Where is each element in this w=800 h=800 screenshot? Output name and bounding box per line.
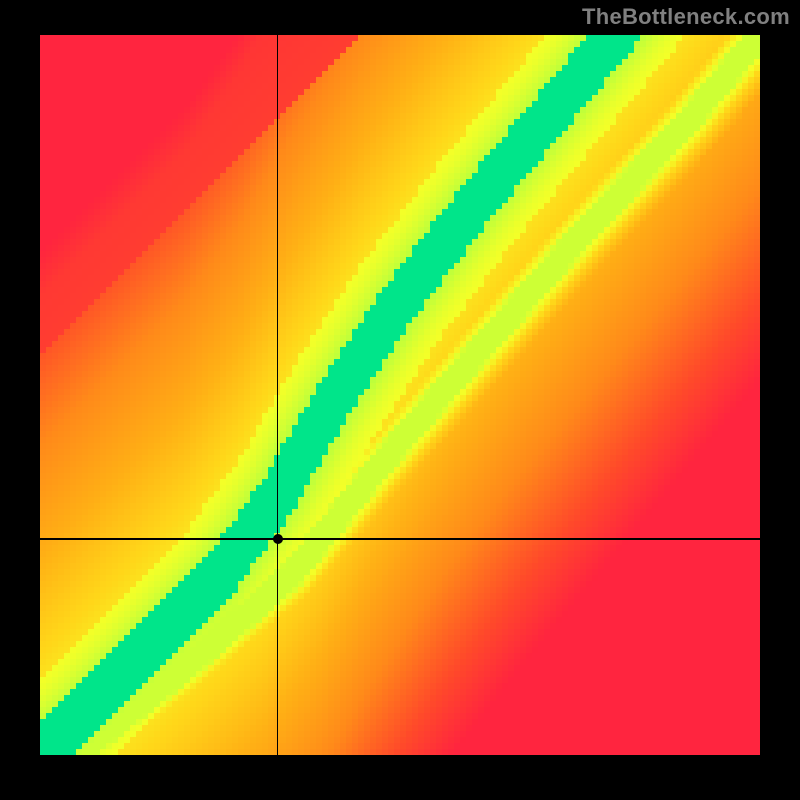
watermark-label: TheBottleneck.com: [582, 4, 790, 30]
heatmap-plot: [40, 35, 760, 755]
heatmap-canvas: [40, 35, 760, 755]
